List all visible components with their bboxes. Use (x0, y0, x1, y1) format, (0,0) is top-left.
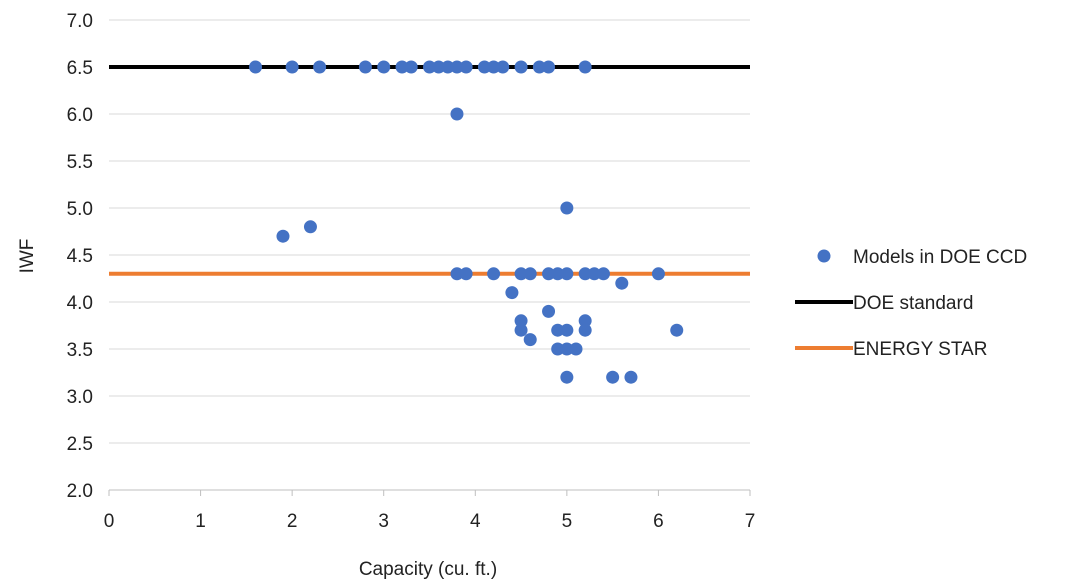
axes (108, 489, 751, 496)
scatter-point (560, 323, 574, 337)
scatter-point (542, 304, 556, 318)
x-tick-label: 4 (470, 511, 481, 532)
y-tick-label: 3.0 (67, 387, 93, 408)
scatter-point (596, 267, 610, 281)
x-tick-label: 2 (287, 511, 298, 532)
x-tick-label: 0 (104, 511, 115, 532)
y-tick-label: 2.5 (67, 434, 93, 455)
x-tick-label: 1 (195, 511, 206, 532)
y-tick-label: 2.0 (67, 481, 93, 502)
legend: Models in DOE CCD DOE standard ENERGY STAR (795, 247, 1027, 360)
scatter-point (532, 60, 546, 74)
scatter-point (487, 267, 501, 281)
y-tick-label: 4.0 (67, 293, 93, 314)
scatter-point (459, 267, 473, 281)
y-tick-label: 3.5 (67, 340, 93, 361)
scatter-point (615, 276, 629, 290)
scatter-point (670, 323, 684, 337)
data-points (249, 60, 684, 384)
scatter-point (514, 323, 528, 337)
legend-label: DOE standard (853, 293, 973, 314)
legend-label: ENERGY STAR (853, 339, 987, 360)
scatter-point (560, 370, 574, 384)
scatter-point (542, 60, 556, 74)
scatter-point (569, 342, 583, 356)
scatter-point (624, 370, 638, 384)
scatter-point (441, 60, 455, 74)
scatter-point (514, 60, 528, 74)
y-tick-label: 5.5 (67, 152, 93, 173)
x-tick-label: 5 (562, 511, 573, 532)
scatter-point (423, 60, 436, 74)
scatter-point (560, 267, 574, 281)
scatter-point (523, 267, 537, 281)
scatter-point (578, 314, 592, 328)
x-axis-title: Capacity (cu. ft.) (359, 559, 497, 580)
x-tick-label: 6 (653, 511, 664, 532)
scatter-point (404, 60, 418, 74)
y-axis-title: IWF (17, 239, 38, 274)
scatter-point (505, 286, 519, 300)
scatter-point (276, 229, 290, 243)
x-tick-label: 3 (378, 511, 389, 532)
scatter-point (651, 267, 665, 281)
scatter-point (496, 60, 510, 74)
scatter-point (450, 60, 464, 74)
y-tick-label: 5.0 (67, 199, 93, 220)
scatter-point (578, 60, 592, 74)
scatter-point (377, 60, 391, 74)
y-tick-label: 7.0 (67, 11, 93, 32)
scatter-point (551, 342, 565, 356)
tick-labels: 2.0 2.5 3.0 3.5 4.0 4.5 5.0 5.5 6.0 6.5 7.0 0 1 2 3 4 5 6… (67, 11, 756, 532)
y-tick-label: 6.5 (67, 58, 93, 79)
scatter-point (542, 267, 556, 281)
scatter-point (249, 60, 263, 74)
scatter-point (459, 60, 473, 74)
scatter-point (285, 60, 299, 74)
scatter-point (606, 370, 620, 384)
y-tick-label: 4.5 (67, 246, 93, 267)
reference-lines (109, 65, 750, 276)
scatter-point (432, 60, 446, 74)
scatter-point (450, 267, 464, 281)
scatter-point (551, 323, 565, 337)
x-tick-label: 7 (745, 511, 756, 532)
scatter-point (578, 267, 592, 281)
scatter-point (303, 220, 317, 234)
scatter-point (587, 267, 601, 281)
y-tick-label: 6.0 (67, 105, 93, 126)
scatter-point (313, 60, 327, 74)
scatter-point (578, 323, 592, 337)
scatter-point (523, 333, 537, 347)
scatter-point (395, 60, 409, 74)
scatter-point (514, 314, 528, 328)
scatter-point (560, 201, 574, 215)
scatter-point (358, 60, 372, 74)
scatter-point (551, 267, 565, 281)
scatter-point (487, 60, 501, 74)
scatter-point (560, 342, 574, 356)
legend-marker-scatter (817, 249, 831, 263)
scatter-point (450, 107, 464, 121)
gridlines (109, 19, 750, 444)
scatter-point (514, 267, 528, 281)
scatter-point (477, 60, 491, 74)
legend-label: Models in DOE CCD (853, 247, 1027, 268)
